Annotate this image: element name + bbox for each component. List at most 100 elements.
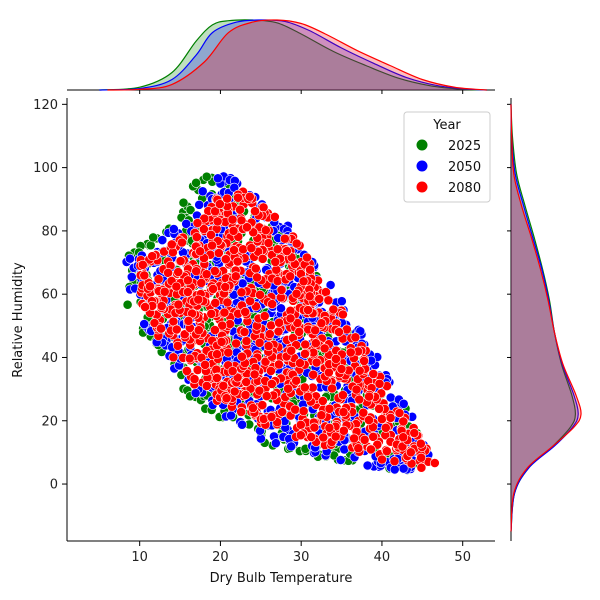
point-2080 (294, 326, 305, 337)
point-2050 (398, 463, 409, 474)
point-2025 (191, 177, 201, 188)
point-2080 (250, 263, 261, 274)
point-2080 (300, 339, 311, 350)
point-2080 (261, 391, 272, 401)
point-2080 (232, 372, 243, 383)
point-2080 (147, 251, 158, 262)
point-2080 (219, 307, 230, 318)
point-2080 (241, 377, 252, 387)
point-2080 (327, 383, 337, 394)
point-2080 (214, 199, 225, 209)
point-2080 (229, 386, 240, 397)
right-kde-line-2080 (510, 104, 582, 532)
point-2080 (213, 248, 224, 258)
top-kde-fill-2080 (107, 19, 487, 90)
point-2050 (125, 253, 135, 264)
point-2025 (122, 299, 133, 310)
point-2080 (172, 340, 183, 351)
point-2080 (374, 403, 384, 414)
legend-marker-2025 (416, 139, 428, 151)
point-2080 (265, 365, 276, 376)
point-2080 (273, 359, 284, 370)
point-2080 (405, 447, 416, 458)
point-2080 (364, 415, 374, 425)
point-2080 (244, 191, 255, 202)
point-2080 (350, 332, 361, 343)
point-2080 (337, 390, 348, 400)
y-tick-label: 120 (33, 98, 58, 113)
right-kde-fill-2050 (511, 104, 579, 532)
point-2080 (198, 224, 209, 234)
point-2080 (140, 302, 150, 312)
point-2080 (227, 214, 238, 225)
y-tick-label: 80 (41, 224, 58, 239)
x-tick-label: 50 (454, 550, 471, 565)
point-2080 (328, 304, 339, 315)
point-2080 (206, 229, 216, 240)
point-2080 (316, 410, 327, 421)
point-2080 (317, 396, 328, 406)
x-tick-label: 30 (293, 550, 310, 565)
point-2080 (398, 416, 409, 427)
point-2080 (345, 347, 356, 358)
point-2080 (285, 271, 296, 282)
point-2080 (159, 286, 170, 297)
point-2080 (415, 438, 426, 449)
point-2080 (246, 243, 257, 253)
point-2080 (324, 403, 335, 414)
point-2050 (139, 319, 150, 329)
point-2080 (394, 408, 405, 418)
point-2080 (368, 368, 379, 379)
x-axis-label: Dry Bulb Temperature (210, 571, 353, 586)
legend-title: Year (432, 118, 461, 133)
point-2080 (258, 202, 269, 213)
point-2080 (221, 393, 232, 404)
point-2080 (295, 430, 306, 441)
point-2025 (148, 232, 159, 243)
point-2080 (223, 347, 234, 358)
axes: 10 20 30 40 50 0 20 40 60 80 100 120 (33, 98, 495, 565)
point-2080 (254, 337, 265, 348)
point-2080 (279, 233, 290, 244)
point-2080 (232, 256, 243, 267)
legend-label-2050: 2050 (448, 160, 481, 175)
y-tick-label: 60 (41, 288, 58, 303)
point-2080 (182, 287, 193, 297)
point-2050 (389, 464, 400, 475)
top-kde-marginal (67, 19, 495, 94)
point-2080 (217, 320, 228, 331)
point-2080 (266, 411, 277, 422)
point-2080 (376, 414, 387, 424)
point-2050 (212, 173, 223, 184)
right-kde-fill-2080 (511, 104, 582, 532)
point-2080 (354, 394, 365, 405)
point-2080 (184, 353, 195, 364)
point-2080 (177, 237, 187, 248)
point-2080 (368, 431, 379, 442)
point-2080 (385, 412, 396, 423)
point-2080 (381, 446, 392, 457)
point-2080 (416, 462, 427, 473)
series-2080-points (135, 186, 440, 473)
point-2080 (171, 281, 182, 292)
point-2080 (353, 443, 364, 454)
point-2080 (308, 369, 319, 380)
point-2080 (156, 323, 166, 334)
point-2080 (389, 456, 400, 467)
point-2080 (207, 240, 217, 251)
point-2080 (200, 359, 210, 370)
point-2080 (300, 348, 310, 359)
point-2080 (210, 206, 220, 217)
point-2080 (220, 282, 231, 292)
point-2050 (168, 224, 179, 234)
point-2080 (351, 384, 362, 395)
point-2050 (398, 398, 409, 409)
y-tick-label: 40 (41, 351, 58, 366)
point-2080 (267, 299, 277, 309)
point-2080 (331, 353, 341, 364)
point-2080 (358, 407, 369, 418)
point-2080 (257, 253, 268, 264)
point-2050 (194, 199, 205, 210)
point-2080 (337, 309, 348, 320)
